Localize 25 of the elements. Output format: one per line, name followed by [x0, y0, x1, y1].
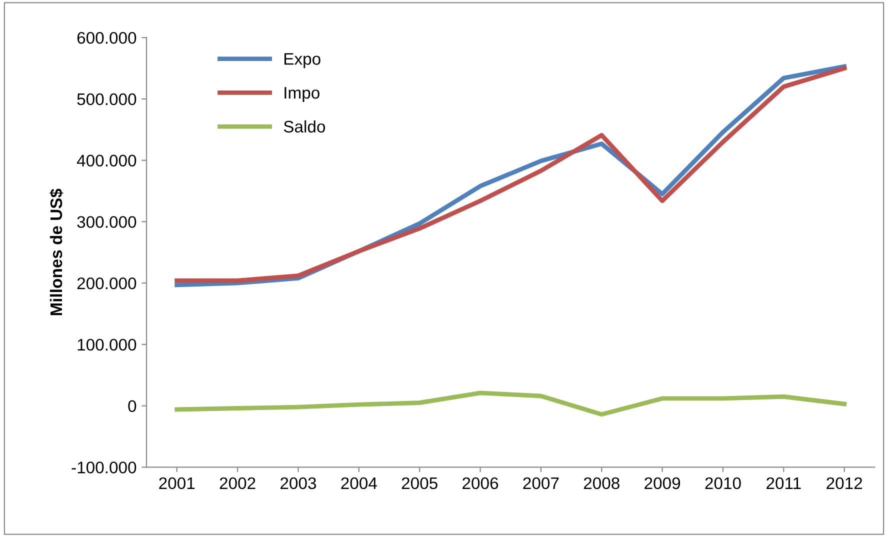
legend-label: Impo [284, 87, 320, 102]
x-tick-label: 2008 [584, 477, 620, 490]
y-axis-title: Millones de US$ [50, 188, 64, 316]
y-tick-label: 600.000 [77, 32, 136, 44]
y-tick-label: 200.000 [77, 277, 136, 290]
y-tick-label: 0 [128, 400, 136, 412]
y-tick-label: 400.000 [76, 154, 136, 167]
x-tick-label: 2010 [705, 477, 741, 490]
x-tick-label: 2001 [159, 477, 195, 490]
legend-label: Saldo [284, 120, 326, 133]
x-tick-label: 2002 [220, 477, 256, 490]
line-series [174, 390, 847, 417]
x-tick-label: 2006 [462, 477, 498, 490]
x-tick-label: 2009 [644, 477, 680, 490]
y-tick-label: 300.000 [77, 216, 136, 228]
x-tick-label: 2005 [402, 477, 438, 490]
y-tick-label: -100.000 [72, 462, 136, 474]
x-tick-label: 2007 [523, 477, 559, 490]
x-tick-label: 2012 [826, 477, 862, 490]
y-tick-label: 500.000 [77, 93, 136, 106]
y-tick-label: 100.000 [78, 338, 136, 351]
x-tick-label: 2003 [280, 477, 316, 490]
x-tick-label: 2011 [766, 477, 801, 490]
x-tick-label: 2004 [341, 477, 377, 490]
legend-label: Expo [284, 53, 320, 68]
